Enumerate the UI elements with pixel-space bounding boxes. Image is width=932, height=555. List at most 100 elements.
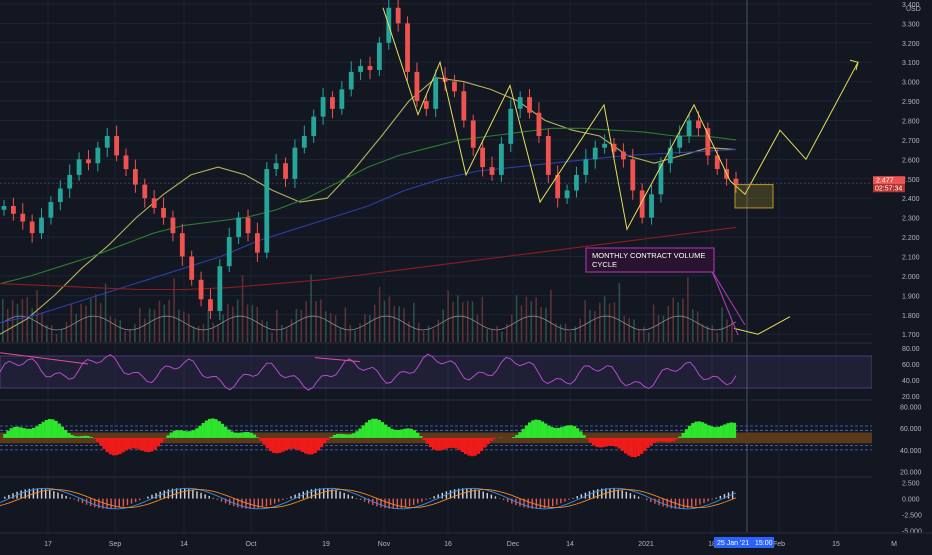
osc-bar <box>656 438 659 442</box>
osc-bar <box>176 430 179 438</box>
osc-bar <box>48 419 51 438</box>
volume-bar <box>614 302 616 342</box>
volume-bar <box>252 305 254 342</box>
osc-bar <box>490 438 493 441</box>
volume-bar <box>139 308 141 342</box>
osc-bar <box>211 418 214 438</box>
macd-tick-label: 2.500 <box>902 481 920 488</box>
candle-body <box>264 169 269 253</box>
macd-bar <box>200 493 201 499</box>
osc-bar <box>115 438 118 455</box>
osc-bar <box>403 429 406 438</box>
osc-bar <box>157 438 160 447</box>
volume-bar <box>359 323 361 342</box>
macd-bar <box>507 499 508 502</box>
macd-bar <box>335 490 336 498</box>
candle-body <box>77 159 82 175</box>
candle-body <box>433 78 438 109</box>
osc-bar <box>563 426 566 438</box>
macd-bar <box>90 499 91 507</box>
osc-bar <box>10 428 13 438</box>
osc-bar <box>474 438 477 456</box>
time-tick-label: 15 <box>832 541 840 548</box>
candle-body <box>424 101 429 109</box>
macd-bar <box>519 499 520 507</box>
candle-body <box>499 144 504 175</box>
volume-bar <box>286 328 288 342</box>
time-tick-label: Dec <box>507 541 520 548</box>
price-tick-label: 2.600 <box>902 157 920 164</box>
time-tick-label: 14 <box>180 541 188 548</box>
volume-bar <box>667 306 669 342</box>
osc-bar <box>262 438 265 445</box>
volume-bar <box>276 310 278 342</box>
macd-bar <box>613 489 614 499</box>
osc-bar <box>13 427 16 438</box>
osc-bar <box>224 427 227 438</box>
volume-bar <box>41 312 43 342</box>
candle-body <box>368 66 373 70</box>
macd-bar <box>413 499 414 505</box>
macd-bar <box>339 491 340 498</box>
volume-bar <box>100 303 102 342</box>
osc-bar <box>640 438 643 454</box>
osc-bar <box>691 423 694 438</box>
osc-bar <box>106 438 109 452</box>
osc-bar <box>646 438 649 448</box>
macd-bar <box>703 499 704 504</box>
candle-body <box>377 43 382 70</box>
osc-bar <box>365 422 368 438</box>
osc-bar <box>32 428 35 438</box>
volume-bar <box>66 322 68 342</box>
macd-bar <box>650 499 651 502</box>
volume-bar <box>442 309 444 342</box>
macd-bar <box>12 493 13 498</box>
volume-bar <box>232 306 234 342</box>
volume-bar <box>565 324 567 342</box>
osc-bar <box>330 437 333 438</box>
volume-bar <box>271 332 273 342</box>
volume-bar <box>491 329 493 342</box>
volume-bar <box>354 331 356 342</box>
volume-bar <box>496 326 498 342</box>
osc-bar <box>112 438 115 455</box>
candle-body <box>236 218 241 237</box>
time-tick-label: Feb <box>773 541 785 548</box>
osc-bar <box>608 438 611 446</box>
time-axis-background <box>0 533 932 550</box>
osc-bar <box>298 438 301 450</box>
candle-body <box>358 66 363 72</box>
osc-bar <box>429 438 432 447</box>
volume-bar <box>697 311 699 342</box>
macd-bar <box>311 489 312 498</box>
osc-bar <box>438 438 441 451</box>
candle-body <box>602 144 607 148</box>
osc-bar <box>550 427 553 438</box>
candle-body <box>527 97 532 113</box>
osc-bar <box>35 426 38 438</box>
candle-body <box>330 97 335 109</box>
osc-bar <box>64 430 67 438</box>
macd-bar <box>4 497 5 499</box>
osc-bar <box>400 429 403 437</box>
volume-bar <box>320 300 322 342</box>
osc-bar <box>150 438 153 451</box>
volume-bar <box>648 332 650 342</box>
osc-bar <box>576 428 579 438</box>
volume-bar <box>604 296 606 342</box>
macd-bar <box>98 499 99 509</box>
candle-body <box>58 188 63 202</box>
osc-bar <box>723 424 726 437</box>
volume-bar <box>408 321 410 342</box>
osc-bar <box>336 434 339 438</box>
macd-bar <box>61 494 62 498</box>
osc-bar <box>666 438 669 442</box>
osc-bar <box>355 431 358 438</box>
osc-bar <box>202 423 205 438</box>
macd-bar <box>147 497 148 499</box>
volume-bar <box>281 325 283 342</box>
macd-bar <box>139 499 140 501</box>
candle-body <box>659 163 664 194</box>
